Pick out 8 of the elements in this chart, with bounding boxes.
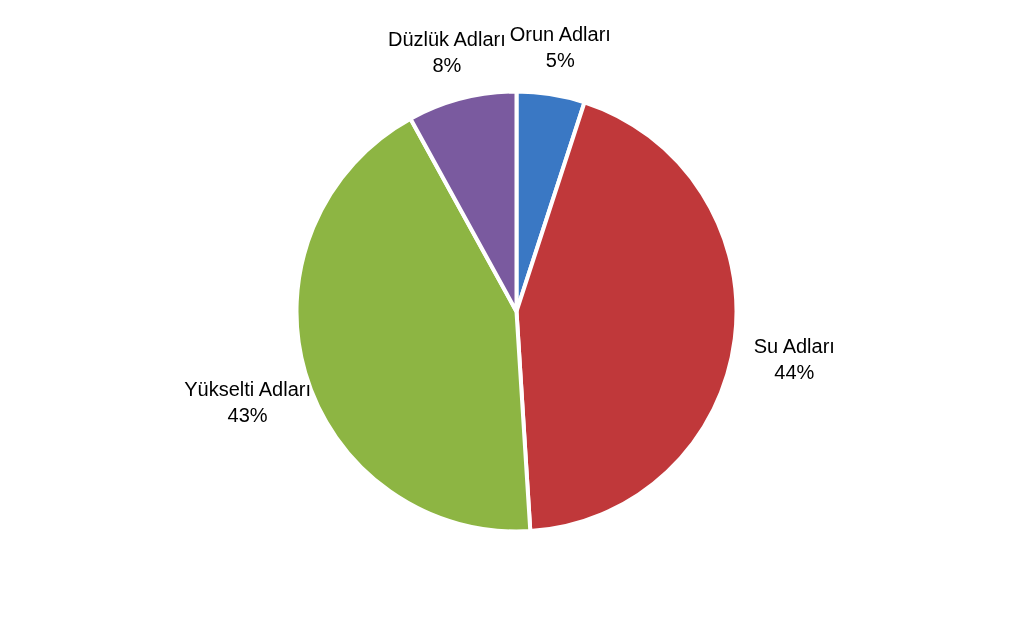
slice-label: Düzlük Adları [387, 28, 506, 51]
slice-label: Yükselti Adları [184, 377, 311, 400]
data-label: 5% [545, 48, 575, 71]
data-label: 43% [227, 403, 268, 426]
data-label: 44% [774, 360, 815, 383]
data-label: 8% [432, 54, 462, 77]
slice-label: Su Adları [753, 334, 835, 357]
slice-label: Orun Adları [509, 22, 611, 45]
